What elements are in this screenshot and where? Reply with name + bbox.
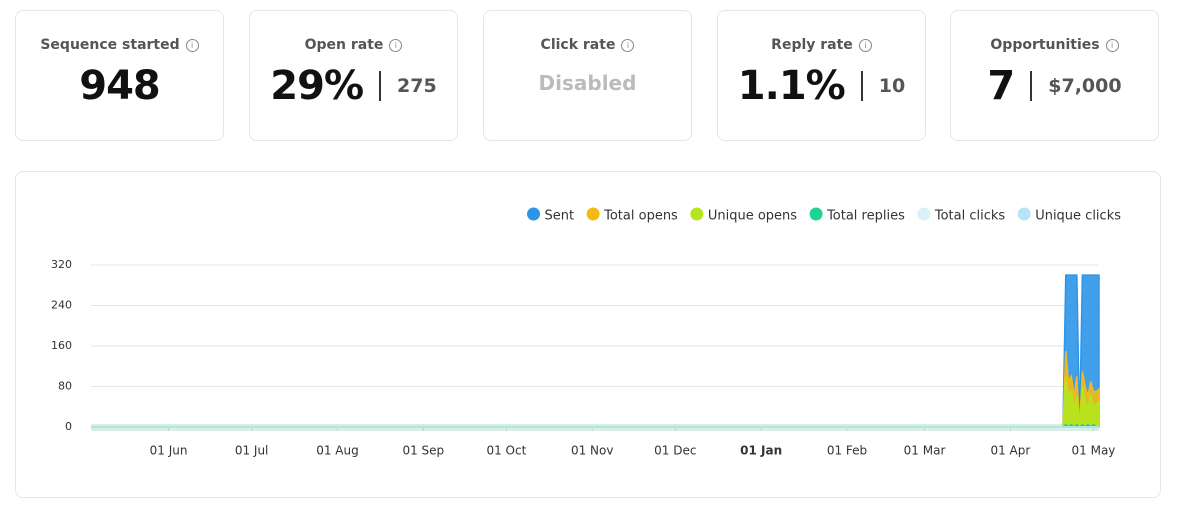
series-area: [91, 423, 1099, 429]
x-tick-label: 01 Feb: [827, 444, 867, 458]
info-icon: i: [1105, 38, 1119, 52]
card-title: Opportunities: [990, 37, 1100, 53]
info-icon: i: [389, 38, 403, 52]
legend-swatch[interactable]: [527, 207, 541, 221]
x-tick-label: 01 Jul: [235, 444, 269, 458]
card-title: Open rate: [304, 37, 384, 53]
divider: [1030, 71, 1033, 101]
card-secondary: 275: [397, 75, 437, 97]
x-tick-label: 01 Aug: [316, 444, 359, 458]
legend-swatch[interactable]: [586, 207, 600, 221]
card-secondary: 10: [878, 75, 906, 97]
info-icon: i: [858, 38, 872, 52]
x-tick-label: 01 Jan: [740, 444, 782, 458]
chart-card: [15, 171, 1161, 498]
card-title-row: Open rate i: [250, 37, 457, 53]
x-tick-label: 01 Mar: [904, 444, 946, 458]
stat-card: Sequence started i 948: [15, 10, 224, 141]
y-tick-label: 160: [51, 339, 72, 352]
card-title: Sequence started: [40, 37, 180, 53]
card-title-row: Sequence started i: [16, 37, 223, 53]
series-area: [91, 274, 1100, 428]
card-secondary: $7,000: [1048, 75, 1122, 97]
stat-card: Reply rate i 1.1% 10: [717, 10, 926, 141]
legend-label[interactable]: Unique clicks: [1035, 209, 1121, 224]
stat-card: Open rate i 29% 275: [249, 10, 458, 141]
legend-swatch[interactable]: [1017, 207, 1031, 221]
y-tick-label: 240: [51, 299, 72, 312]
x-tick-label: 01 Nov: [571, 444, 614, 458]
y-tick-label: 80: [58, 380, 72, 393]
legend-label[interactable]: Sent: [545, 209, 575, 224]
legend-label[interactable]: Total clicks: [934, 209, 1006, 224]
legend-swatch[interactable]: [809, 207, 823, 221]
card-value-row: 1.1% 10: [718, 63, 925, 109]
x-tick-label: 01 Apr: [990, 444, 1030, 458]
card-value: 948: [79, 63, 160, 109]
legend-label[interactable]: Unique opens: [708, 209, 797, 224]
legend-swatch[interactable]: [917, 207, 931, 221]
card-value-row: Disabled: [484, 63, 691, 95]
stat-card: Opportunities i 7 $7,000: [950, 10, 1159, 141]
card-value-row: 29% 275: [250, 63, 457, 109]
divider: [860, 71, 863, 101]
y-tick-label: 0: [65, 420, 72, 433]
card-title: Reply rate: [771, 37, 853, 53]
card-value-row: 948: [16, 63, 223, 109]
card-title-row: Reply rate i: [718, 37, 925, 53]
card-value: 29%: [270, 63, 364, 109]
legend-swatch[interactable]: [690, 207, 704, 221]
card-title: Click rate: [540, 37, 616, 53]
x-tick-label: 01 Dec: [654, 444, 696, 458]
x-tick-label: 01 Jun: [150, 444, 188, 458]
stat-card: Click rate i Disabled: [483, 10, 692, 141]
x-tick-label: 01 Oct: [486, 444, 526, 458]
card-title-row: Click rate i: [484, 37, 691, 53]
series-area: [91, 350, 1100, 428]
x-tick-label: 01 Sep: [402, 444, 444, 458]
legend-label[interactable]: Total replies: [826, 209, 905, 224]
info-icon: i: [621, 38, 635, 52]
card-value-row: 7 $7,000: [951, 63, 1158, 109]
x-tick-label: 01 May: [1072, 444, 1116, 458]
card-value: 1.1%: [737, 63, 846, 109]
divider: [379, 71, 382, 101]
card-title-row: Opportunities i: [951, 37, 1158, 53]
y-tick-label: 320: [51, 258, 72, 271]
info-icon: i: [185, 38, 199, 52]
legend-label[interactable]: Total opens: [603, 209, 678, 224]
card-value: Disabled: [538, 71, 637, 95]
series-area: [91, 376, 1100, 428]
card-value: 7: [987, 63, 1015, 109]
